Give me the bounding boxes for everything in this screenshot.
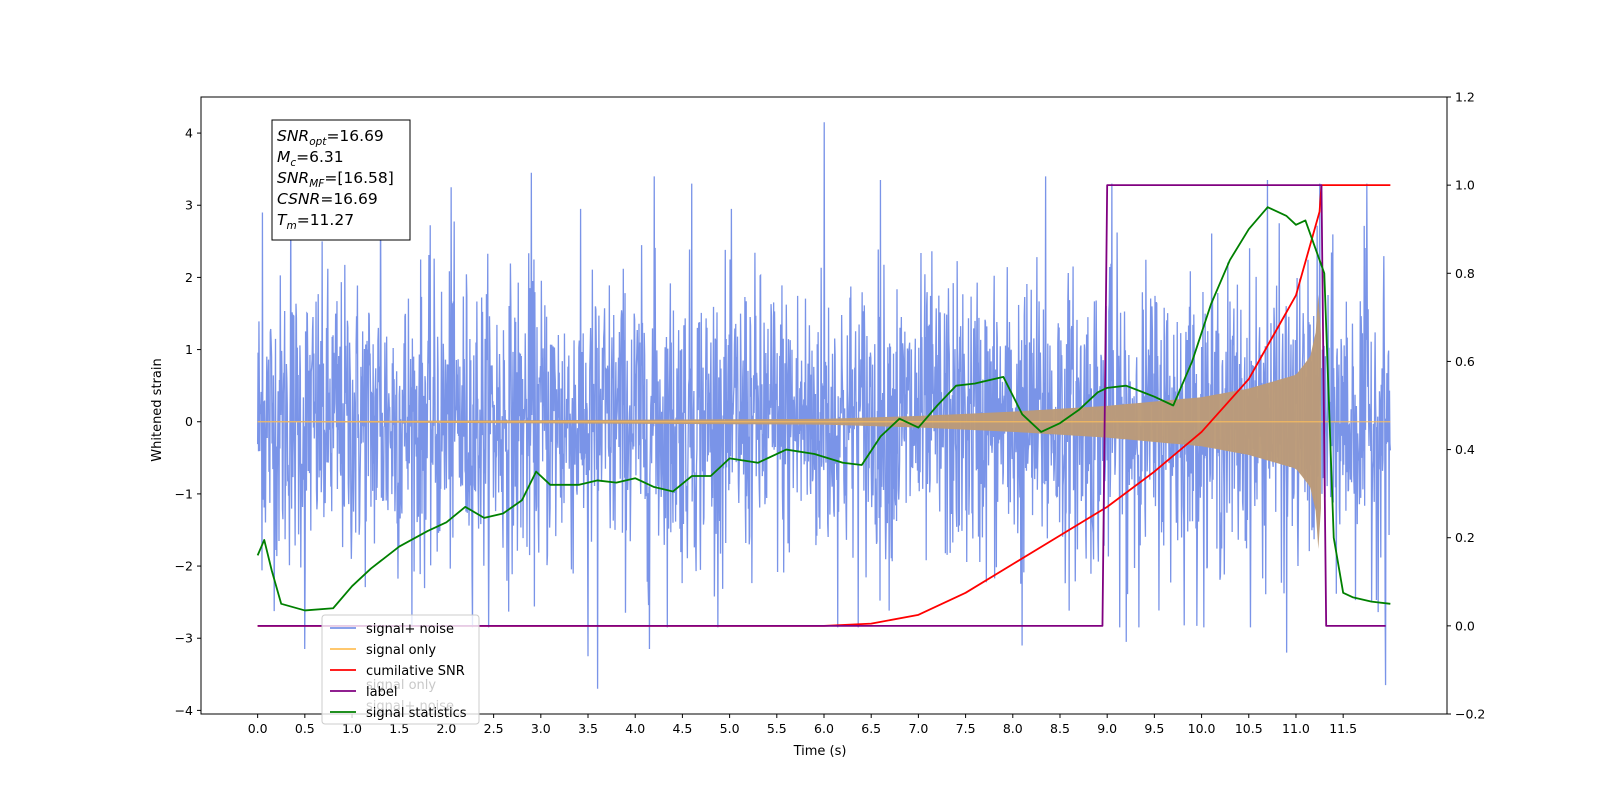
y-tick-label-left: −1 [175,486,193,501]
x-tick-label: 9.5 [1144,721,1164,736]
plot-area [256,122,1392,689]
legend-label: signal+ noise [366,622,454,637]
series-signal-statistics-line [256,206,1391,612]
y-axis-label-left: Whitened strain [150,358,165,461]
y-tick-label-right: 0.6 [1455,354,1475,369]
x-tick-label: 4.0 [625,721,645,736]
y-tick-label-right: 0.2 [1455,530,1475,545]
x-tick-label: 4.5 [672,721,692,736]
x-tick-label: 2.5 [484,721,504,736]
y-tick-label-left: −3 [175,631,193,646]
x-tick-label: 8.0 [1003,721,1023,736]
legend-label: cumilative SNR [366,664,465,679]
annotation-line: SNRopt=16.69 [277,127,384,148]
x-tick-label: 5.5 [767,721,787,736]
legend-ghost-text: signal only [366,678,436,693]
axes: 0.0 0.5 1.0 1.5 2.0 2.5 3.0 3.5 4.0 4.5 5.0 5.5 6.0 6… [175,90,1486,737]
legend-label: signal statistics [366,706,467,721]
x-tick-label: 6.5 [861,721,881,736]
annotation-frame [271,119,411,241]
stats-annotation-box: SNRopt=16.69Mc=6.31SNRMF=[16.58]CSNR=16.… [271,119,411,241]
y-tick-label-left: −2 [175,559,193,574]
y-tick-label-left: −4 [175,703,193,718]
x-tick-label: 0.0 [248,721,268,736]
y-tick-label-right: 1.2 [1455,90,1475,105]
y-tick-label-right: 0.4 [1455,442,1475,457]
x-axis-label: Time (s) [793,744,847,759]
x-tick-label: 10.5 [1235,721,1263,736]
x-tick-label: 3.0 [531,721,551,736]
y-tick-label-right: 0.0 [1455,618,1475,633]
annotation-line: Tm=11.27 [277,211,354,232]
legend-frame [321,614,480,725]
x-tick-label: 3.5 [578,721,598,736]
annotation-line: Mc=6.31 [277,148,344,169]
x-tick-label: 11.0 [1282,721,1310,736]
x-tick-label: 0.5 [295,721,315,736]
series-signal-noise-line [256,122,1392,689]
x-tick-label: 1.0 [342,721,362,736]
y-tick-label-right: 1.0 [1455,178,1475,193]
y-tick-label-left: 2 [185,270,193,285]
annotation-line: CSNR=16.69 [277,190,378,208]
x-tick-label: 2.0 [436,721,456,736]
x-tick-label: 10.0 [1188,721,1216,736]
y-tick-label-left: 3 [185,198,193,213]
x-tick-label: 1.5 [389,721,409,736]
y-tick-label-right: −0.2 [1455,707,1485,722]
legend-label: label [366,685,397,700]
legend-label: signal only [366,643,436,658]
x-tick-label: 8.5 [1050,721,1070,736]
annotation-line: SNRMF=[16.58] [277,169,394,190]
x-tick-label: 7.0 [908,721,928,736]
y-tick-label-left: 0 [185,414,193,429]
plot-clip-group [256,122,1392,689]
x-tick-label: 5.0 [720,721,740,736]
legend-ghost-text: signal+ noise [366,699,454,714]
x-tick-label: 11.5 [1329,721,1357,736]
y-tick-label-left: 4 [185,126,193,141]
series-label-line [257,184,1386,627]
y-tick-label-left: 1 [185,342,193,357]
x-tick-label: 6.0 [814,721,834,736]
x-tick-label: 9.0 [1097,721,1117,736]
y-tick-label-right: 0.8 [1455,266,1475,281]
x-tick-label: 7.5 [956,721,976,736]
